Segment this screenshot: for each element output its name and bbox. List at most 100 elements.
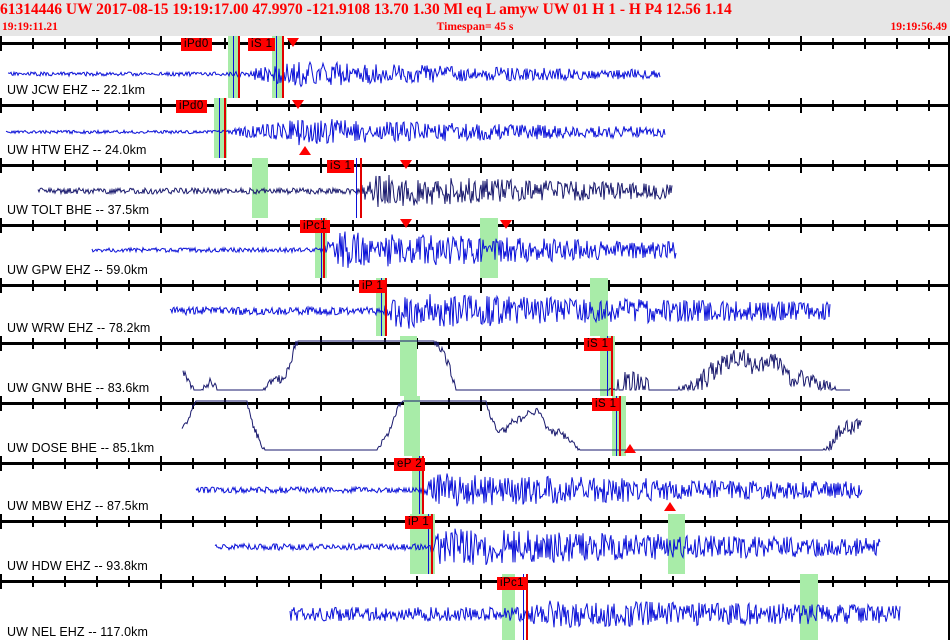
- trace-row[interactable]: UW TOLT BHE -- 37.5km: [0, 158, 950, 218]
- axis-tick-minor: [704, 516, 706, 527]
- phase-pick-label[interactable]: eP 2: [394, 458, 426, 471]
- predicted-arrival-marker[interactable]: [400, 160, 412, 169]
- phase-pick-line[interactable]: [422, 456, 424, 514]
- predicted-arrival-marker[interactable]: [400, 219, 412, 228]
- axis-tick-minor: [448, 280, 450, 291]
- channel-label[interactable]: UW GNW BHE -- 83.6km: [7, 381, 150, 395]
- phase-pick-label[interactable]: iPd0: [181, 38, 212, 51]
- phase-pick-label[interactable]: iP 1: [359, 280, 387, 293]
- predicted-arrival-marker[interactable]: [624, 444, 636, 453]
- trace-row[interactable]: UW GPW EHZ -- 59.0km: [0, 218, 950, 278]
- axis-tick-minor: [128, 220, 130, 231]
- axis-baseline: [0, 342, 950, 345]
- waveform[interactable]: [0, 98, 950, 158]
- trace-panel[interactable]: UW JCW EHZ -- 22.1km UW HTW EHZ -- 24.0km…: [0, 36, 950, 640]
- axis-tick-major: [0, 158, 2, 173]
- waveform[interactable]: [0, 336, 950, 396]
- axis-tick-minor: [384, 160, 386, 171]
- predicted-arrival-marker[interactable]: [664, 502, 676, 511]
- phase-pick-line[interactable]: [431, 514, 433, 574]
- predicted-arrival-marker[interactable]: [500, 220, 512, 229]
- phase-pick-label[interactable]: iPd0: [176, 100, 207, 113]
- phase-pick-line[interactable]: [238, 36, 240, 98]
- axis-tick-major: [800, 278, 802, 293]
- axis-tick-major: [640, 514, 642, 529]
- axis-tick-minor: [256, 338, 258, 349]
- predicted-arrival-marker[interactable]: [287, 38, 299, 47]
- axis-tick-major: [0, 278, 2, 293]
- phase-pick-line[interactable]: [224, 98, 226, 158]
- axis-tick-major: [480, 278, 482, 293]
- axis-tick-minor: [736, 576, 738, 587]
- axis-tick-minor: [832, 280, 834, 291]
- axis-tick-major: [320, 36, 322, 51]
- axis-tick-minor: [384, 100, 386, 111]
- channel-label[interactable]: UW GPW EHZ -- 59.0km: [7, 263, 148, 277]
- waveform[interactable]: [0, 158, 950, 218]
- channel-label[interactable]: UW DOSE BHE -- 85.1km: [7, 441, 155, 455]
- axis-tick-minor: [832, 516, 834, 527]
- predicted-arrival-marker[interactable]: [299, 146, 311, 155]
- trace-row[interactable]: UW HDW EHZ -- 93.8km: [0, 514, 950, 574]
- phase-pick-line[interactable]: [323, 218, 325, 278]
- waveform[interactable]: [0, 514, 950, 574]
- axis-tick-major: [480, 574, 482, 589]
- axis-tick-minor: [192, 160, 194, 171]
- axis-tick-minor: [928, 576, 930, 587]
- coda-window-band: [252, 158, 268, 218]
- channel-label[interactable]: UW HTW EHZ -- 24.0km: [7, 143, 147, 157]
- waveform[interactable]: [0, 218, 950, 278]
- phase-pick-label[interactable]: iPc1: [300, 220, 330, 233]
- axis-tick-minor: [96, 398, 98, 409]
- axis-tick-minor: [672, 458, 674, 469]
- event-summary-line: 61314446 UW 2017-08-15 19:19:17.00 47.99…: [0, 1, 732, 18]
- axis-tick-minor: [224, 160, 226, 171]
- axis-tick-minor: [288, 160, 290, 171]
- waveform[interactable]: [0, 574, 950, 640]
- axis-baseline: [0, 462, 950, 465]
- phase-pick-label[interactable]: iPc1: [497, 577, 527, 590]
- phase-pick-line[interactable]: [360, 158, 362, 218]
- channel-label[interactable]: UW JCW EHZ -- 22.1km: [7, 83, 146, 97]
- axis-tick-major: [320, 336, 322, 351]
- phase-pick-line[interactable]: [611, 336, 613, 396]
- axis-tick-minor: [32, 576, 34, 587]
- trace-row[interactable]: UW MBW EHZ -- 87.5km: [0, 456, 950, 514]
- channel-label[interactable]: UW NEL EHZ -- 117.0km: [7, 625, 149, 639]
- trace-row[interactable]: UW JCW EHZ -- 22.1km: [0, 36, 950, 98]
- channel-label[interactable]: UW WRW EHZ -- 78.2km: [7, 321, 151, 335]
- axis-tick-minor: [128, 38, 130, 49]
- waveform[interactable]: [0, 456, 950, 514]
- axis-tick-minor: [448, 220, 450, 231]
- predicted-arrival-marker[interactable]: [292, 100, 304, 109]
- axis-tick-minor: [896, 398, 898, 409]
- phase-pick-line[interactable]: [282, 36, 284, 98]
- trace-row[interactable]: UW NEL EHZ -- 117.0km: [0, 574, 950, 640]
- axis-tick-minor: [256, 516, 258, 527]
- waveform[interactable]: [0, 36, 950, 98]
- axis-tick-minor: [544, 398, 546, 409]
- phase-pick-line[interactable]: [619, 396, 621, 456]
- trace-row[interactable]: UW GNW BHE -- 83.6km: [0, 336, 950, 396]
- phase-pick-line[interactable]: [526, 574, 528, 640]
- time-axis: [0, 98, 950, 113]
- channel-label[interactable]: UW TOLT BHE -- 37.5km: [7, 203, 150, 217]
- coda-window-band: [272, 36, 284, 98]
- phase-pick-label[interactable]: iS 1: [592, 398, 620, 411]
- axis-tick-minor: [736, 38, 738, 49]
- phase-pick-line[interactable]: [385, 278, 387, 336]
- channel-label[interactable]: UW MBW EHZ -- 87.5km: [7, 499, 149, 513]
- channel-label[interactable]: UW HDW EHZ -- 93.8km: [7, 559, 148, 573]
- axis-tick-minor: [512, 100, 514, 111]
- phase-pick-label[interactable]: iP 1: [405, 516, 433, 529]
- phase-pick-label[interactable]: iS 1: [327, 160, 355, 173]
- phase-pick-label[interactable]: iS 1: [248, 38, 276, 51]
- phase-pick-label[interactable]: iS 1: [584, 338, 612, 351]
- waveform[interactable]: [0, 278, 950, 336]
- axis-tick-minor: [544, 458, 546, 469]
- waveform[interactable]: [0, 396, 950, 456]
- trace-row[interactable]: UW WRW EHZ -- 78.2km: [0, 278, 950, 336]
- trace-row[interactable]: UW DOSE BHE -- 85.1km: [0, 396, 950, 456]
- trace-row[interactable]: UW HTW EHZ -- 24.0km: [0, 98, 950, 158]
- axis-tick-major: [640, 98, 642, 113]
